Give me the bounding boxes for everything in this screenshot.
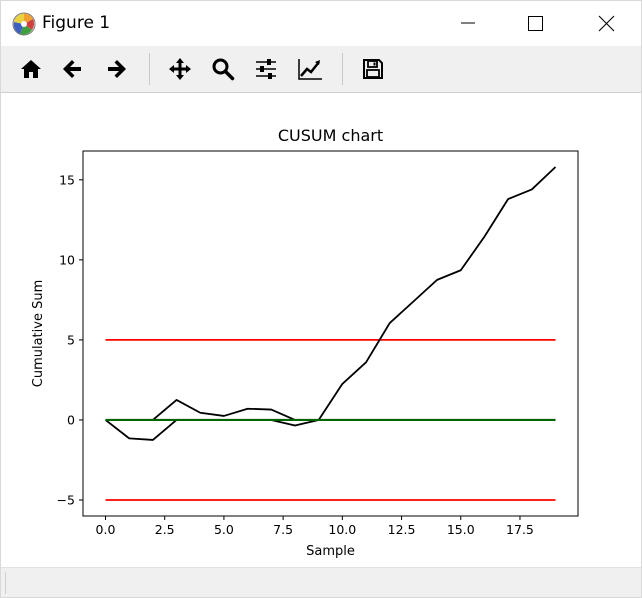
x-tick-label: 7.5 <box>273 522 293 537</box>
chart-title: CUSUM chart <box>278 126 383 145</box>
home-button[interactable] <box>16 54 46 84</box>
negative-cusum-line <box>104 419 556 441</box>
maximize-button[interactable] <box>504 1 568 46</box>
x-tick-label: 2.5 <box>155 522 175 537</box>
x-tick-label: 5.0 <box>214 522 234 537</box>
y-tick-label: 10 <box>59 252 75 267</box>
toolbar-separator <box>342 53 343 85</box>
sliders-icon <box>256 59 276 79</box>
positive-cusum-line <box>105 166 557 421</box>
move-icon <box>169 58 191 80</box>
navigation-toolbar <box>1 46 641 93</box>
home-icon <box>21 60 41 78</box>
x-tick-label: 10.0 <box>328 522 356 537</box>
save-icon <box>363 59 383 79</box>
edit-axis-button[interactable] <box>294 54 324 84</box>
window-title: Figure 1 <box>42 13 111 33</box>
x-tick-label: 0.0 <box>96 522 116 537</box>
y-tick-label: 5 <box>67 332 75 347</box>
x-axis-label: Sample <box>306 544 355 559</box>
status-bar-divider <box>5 572 6 594</box>
x-tick-label: 12.5 <box>388 522 416 537</box>
close-icon <box>598 15 615 32</box>
minimize-icon <box>461 22 475 24</box>
maximize-icon <box>528 16 543 31</box>
y-tick-label: −5 <box>57 492 75 507</box>
arrow-right-icon <box>108 60 126 78</box>
x-tick-label: 15.0 <box>447 522 475 537</box>
minimize-button[interactable] <box>437 1 501 46</box>
back-button[interactable] <box>58 54 88 84</box>
line-chart-icon <box>298 59 322 80</box>
y-tick-label: 0 <box>67 412 75 427</box>
matplotlib-logo-icon <box>12 12 36 36</box>
axes-frame <box>82 150 579 517</box>
x-tick-label: 17.5 <box>506 522 534 537</box>
forward-button[interactable] <box>101 54 131 84</box>
y-axis-label: Cumulative Sum <box>31 280 46 388</box>
pan-button[interactable] <box>165 54 195 84</box>
status-bar <box>1 567 641 597</box>
figure-canvas[interactable]: 0.0 2.5 5.0 7.5 10.0 12.5 15.0 17.5 −5 0 5 10 15 CUS… <box>1 93 641 567</box>
save-button[interactable] <box>358 54 388 84</box>
arrow-left-icon <box>63 60 81 78</box>
toolbar-separator <box>149 53 150 85</box>
cusum-chart: 0.0 2.5 5.0 7.5 10.0 12.5 15.0 17.5 −5 0 5 10 15 CUS… <box>31 126 579 559</box>
close-button[interactable] <box>574 1 638 46</box>
title-bar[interactable]: Figure 1 <box>1 1 641 46</box>
zoom-icon <box>212 58 235 81</box>
zoom-button[interactable] <box>208 54 238 84</box>
y-tick-label: 15 <box>59 172 75 187</box>
configure-subplots-button[interactable] <box>251 54 281 84</box>
